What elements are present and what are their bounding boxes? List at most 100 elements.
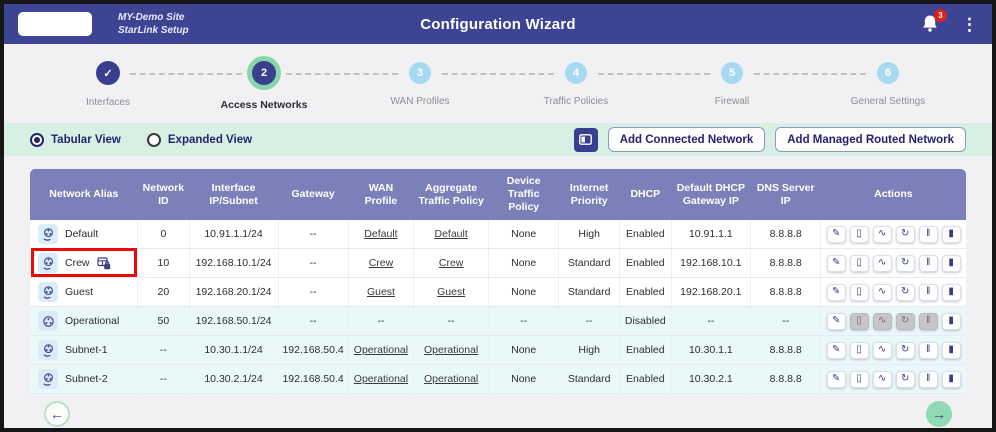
wan-profile-link[interactable]: Guest bbox=[366, 286, 395, 299]
refresh-action-button[interactable]: ↻ bbox=[895, 225, 915, 243]
pause-icon: ‖ bbox=[926, 228, 931, 240]
edit-action-button[interactable]: ✎ bbox=[826, 370, 846, 388]
network-id: 50 bbox=[137, 306, 190, 337]
internet-priority: Standard bbox=[558, 277, 621, 308]
device-action-button[interactable]: ▯ bbox=[849, 341, 869, 359]
add-managed-routed-network-button[interactable]: Add Managed Routed Network bbox=[775, 127, 966, 152]
tabular-view-radio[interactable]: Tabular View bbox=[30, 132, 121, 147]
site-name: MY-Demo Site bbox=[118, 11, 185, 23]
wizard-stepper: ✓ Interfaces 2 Access Networks 3 WAN Pro… bbox=[4, 44, 992, 111]
device-action-button[interactable]: ▯ bbox=[849, 370, 869, 388]
next-button[interactable]: → bbox=[926, 401, 952, 428]
pause-action-button[interactable]: ‖ bbox=[918, 225, 938, 243]
step-wan-profiles[interactable]: 3 WAN Profiles bbox=[342, 60, 498, 111]
aggregate-policy-link[interactable]: Operational bbox=[423, 344, 479, 357]
wan-profile-link[interactable]: Operational bbox=[353, 344, 409, 357]
dhcp-status: Enabled bbox=[619, 335, 672, 366]
add-connected-network-button[interactable]: Add Connected Network bbox=[607, 127, 766, 152]
edit-icon: ✎ bbox=[831, 373, 841, 385]
activity-action-button[interactable]: ∿ bbox=[872, 370, 892, 388]
pause-action-button[interactable]: ‖ bbox=[918, 341, 938, 359]
radio-label: Expanded View bbox=[167, 133, 253, 146]
activity-action-button[interactable]: ∿ bbox=[872, 225, 892, 243]
device-action-button[interactable]: ▯ bbox=[849, 225, 869, 243]
aggregate-policy-link[interactable]: Crew bbox=[438, 257, 464, 270]
stop-action-button[interactable]: ▮ bbox=[941, 225, 961, 243]
edit-action-button[interactable]: ✎ bbox=[826, 283, 846, 301]
device-icon: ▯ bbox=[856, 257, 862, 269]
interface-ip: 192.168.10.1/24 bbox=[189, 248, 279, 279]
pause-action-button[interactable]: ‖ bbox=[918, 283, 938, 301]
device-action-button[interactable]: ▯ bbox=[849, 283, 869, 301]
wan-profile-link[interactable]: Operational bbox=[353, 373, 409, 386]
back-button[interactable]: ← bbox=[44, 401, 70, 428]
pause-action-button[interactable]: ‖ bbox=[918, 254, 938, 272]
stop-action-button[interactable]: ▮ bbox=[941, 254, 961, 272]
refresh-action-button: ↻ bbox=[895, 312, 915, 330]
wan-profile-link[interactable]: Crew bbox=[368, 257, 394, 270]
pause-icon: ‖ bbox=[926, 257, 931, 269]
activity-action-button[interactable]: ∿ bbox=[872, 341, 892, 359]
expanded-view-radio[interactable]: Expanded View bbox=[146, 132, 253, 147]
refresh-action-button[interactable]: ↻ bbox=[895, 341, 915, 359]
device-policy: None bbox=[488, 335, 560, 366]
pause-icon: ‖ bbox=[926, 315, 931, 327]
stop-action-button[interactable]: ▮ bbox=[941, 312, 961, 330]
network-alias: Subnet-1 bbox=[65, 344, 108, 357]
network-id: -- bbox=[137, 364, 190, 395]
aggregate-policy-link[interactable]: Operational bbox=[423, 373, 479, 386]
step-number: 6 bbox=[877, 62, 899, 84]
aggregate-policy-link[interactable]: Default bbox=[434, 228, 468, 241]
step-number: 2 bbox=[252, 61, 276, 85]
pause-action-button[interactable]: ‖ bbox=[918, 370, 938, 388]
column-header: Internet Priority bbox=[558, 169, 620, 221]
step-general-settings[interactable]: 6 General Settings bbox=[810, 60, 966, 111]
internet-priority: -- bbox=[558, 306, 621, 337]
aggregate-policy-link[interactable]: Guest bbox=[437, 286, 466, 299]
edit-action-button[interactable]: ✎ bbox=[826, 341, 846, 359]
stop-action-button[interactable]: ▮ bbox=[941, 283, 961, 301]
refresh-action-button[interactable]: ↻ bbox=[895, 283, 915, 301]
interface-ip: 10.91.1.1/24 bbox=[189, 220, 279, 250]
network-id: 0 bbox=[137, 220, 190, 250]
refresh-icon: ↻ bbox=[900, 344, 910, 356]
stop-icon: ▮ bbox=[948, 315, 954, 327]
step-traffic-policies[interactable]: 4 Traffic Policies bbox=[498, 60, 654, 111]
column-header: Actions bbox=[820, 169, 966, 221]
step-label: Traffic Policies bbox=[543, 96, 609, 107]
wan-profile-link[interactable]: Default bbox=[364, 228, 398, 241]
column-header: Device Traffic Policy bbox=[488, 169, 559, 221]
kebab-menu-icon[interactable]: ⋮ bbox=[961, 14, 978, 34]
column-header: Aggregate Traffic Policy bbox=[413, 169, 489, 221]
column-header: Gateway bbox=[278, 169, 349, 221]
stop-action-button[interactable]: ▮ bbox=[941, 341, 961, 359]
step-access-networks[interactable]: 2 Access Networks bbox=[186, 60, 342, 111]
shared-network-icon bbox=[38, 340, 58, 361]
dhcp-gateway-ip: 192.168.10.1 bbox=[671, 248, 752, 279]
step-interfaces[interactable]: ✓ Interfaces bbox=[30, 60, 186, 111]
pause-icon: ‖ bbox=[926, 344, 931, 356]
radio-unselected-icon bbox=[146, 132, 161, 147]
table-row-operational: Operational 50 192.168.50.1/24 -- -- -- … bbox=[30, 306, 966, 337]
activity-action-button[interactable]: ∿ bbox=[872, 283, 892, 301]
stop-action-button[interactable]: ▮ bbox=[941, 370, 961, 388]
network-alias-cell: Operational bbox=[30, 306, 139, 337]
refresh-action-button[interactable]: ↻ bbox=[895, 370, 915, 388]
edit-action-button[interactable]: ✎ bbox=[826, 312, 846, 330]
step-number: 4 bbox=[565, 62, 587, 84]
network-id: -- bbox=[137, 335, 190, 366]
device-policy: -- bbox=[488, 306, 560, 337]
network-alias: Subnet-2 bbox=[65, 373, 108, 386]
network-alias: Crew bbox=[65, 257, 90, 270]
step-number: 5 bbox=[721, 62, 743, 84]
refresh-action-button[interactable]: ↻ bbox=[895, 254, 915, 272]
window-view-button[interactable] bbox=[573, 127, 598, 152]
notifications-button[interactable]: 3 bbox=[921, 9, 947, 34]
edit-action-button[interactable]: ✎ bbox=[826, 254, 846, 272]
edit-action-button[interactable]: ✎ bbox=[826, 225, 846, 243]
dhcp-gateway-ip: 192.168.20.1 bbox=[671, 277, 752, 308]
activity-action-button[interactable]: ∿ bbox=[872, 254, 892, 272]
step-firewall[interactable]: 5 Firewall bbox=[654, 60, 810, 111]
device-action-button[interactable]: ▯ bbox=[849, 254, 869, 272]
device-policy: None bbox=[488, 220, 560, 250]
